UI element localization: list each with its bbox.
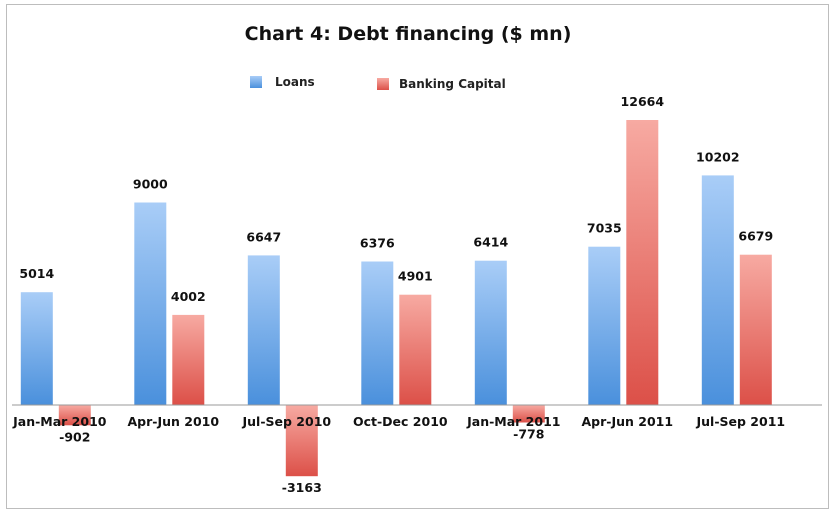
data-label-banking-capital: -3163 bbox=[282, 480, 322, 495]
legend-label-banking-capital: Banking Capital bbox=[399, 77, 506, 91]
data-label-loans: 9000 bbox=[133, 177, 168, 192]
data-label-loans: 6376 bbox=[360, 236, 395, 251]
data-label-loans: 6414 bbox=[473, 235, 508, 250]
bar-banking-capital bbox=[172, 314, 205, 405]
bar-loans bbox=[701, 175, 734, 405]
data-label-banking-capital: 4002 bbox=[171, 289, 206, 304]
bar-loans bbox=[247, 255, 280, 405]
data-label-banking-capital: -902 bbox=[59, 429, 90, 444]
bar-banking-capital bbox=[285, 405, 318, 477]
data-label-loans: 7035 bbox=[587, 221, 622, 236]
legend-swatch-banking-capital bbox=[377, 78, 389, 90]
legend-label-loans: Loans bbox=[275, 75, 315, 89]
data-label-banking-capital: -778 bbox=[513, 427, 544, 442]
legend: Loans Banking Capital bbox=[250, 75, 506, 91]
bar-loans bbox=[474, 260, 507, 405]
bar-banking-capital bbox=[58, 405, 91, 426]
bar-loans bbox=[361, 261, 394, 405]
category-label: Oct-Dec 2010 bbox=[353, 414, 448, 429]
bar-banking-capital bbox=[739, 254, 772, 405]
chart-title: Chart 4: Debt financing ($ mn) bbox=[245, 23, 572, 45]
data-label-banking-capital: 12664 bbox=[621, 94, 665, 109]
category-label: Jul-Sep 2011 bbox=[696, 414, 786, 429]
legend-swatch-loans bbox=[250, 76, 262, 88]
data-label-loans: 5014 bbox=[19, 266, 54, 281]
bar-banking-capital bbox=[626, 120, 659, 405]
category-labels: Jan-Mar 2010 Apr-Jun 2010 Jul-Sep 2010 Oct-… bbox=[12, 414, 785, 429]
category-label: Jan-Mar 2011 bbox=[466, 414, 560, 429]
bars: 5014 -902 9000 4002 6647 -3163 6376 4901 6414 -77… bbox=[19, 94, 773, 495]
category-label: Apr-Jun 2011 bbox=[582, 414, 674, 429]
category-label: Jan-Mar 2010 bbox=[12, 414, 107, 429]
data-label-loans: 6647 bbox=[246, 229, 281, 244]
bar-loans bbox=[20, 292, 53, 405]
bar-banking-capital bbox=[399, 294, 432, 405]
data-label-banking-capital: 4901 bbox=[398, 269, 433, 284]
category-label: Jul-Sep 2010 bbox=[242, 414, 332, 429]
data-label-banking-capital: 6679 bbox=[738, 229, 773, 244]
bar-loans bbox=[588, 246, 621, 405]
bar-loans bbox=[134, 202, 167, 405]
data-label-loans: 10202 bbox=[696, 149, 740, 164]
bar-banking-capital bbox=[512, 405, 545, 423]
category-label: Apr-Jun 2010 bbox=[128, 414, 220, 429]
